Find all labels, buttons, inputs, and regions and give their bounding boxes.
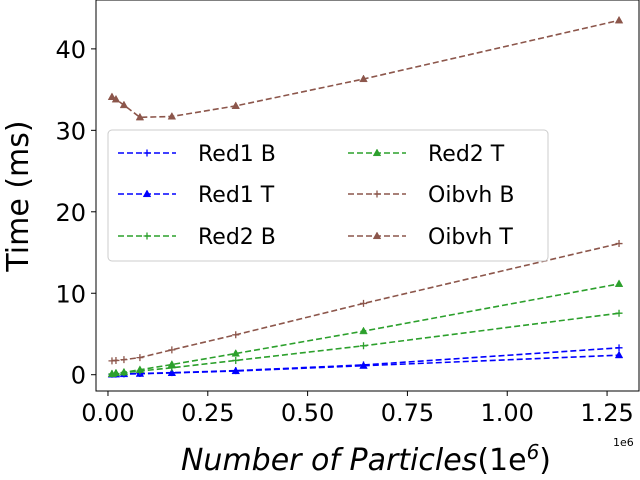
legend-entry-oibvh-b: Oibvh B [348,183,514,208]
data-point-red1-t [231,366,240,375]
data-point-oibvh-t [107,92,117,100]
x-offset-label: 1e6 [613,436,634,449]
data-point-red2-b [360,342,368,350]
data-point-red2-t [359,326,368,335]
series-line-oibvh-t [111,19,620,119]
legend-marker [373,190,381,198]
y-tick-label: 0 [71,362,86,390]
y-tick-label: 30 [55,117,86,145]
data-point-oibvh-t [111,94,121,103]
data-point-red1-t [167,368,177,376]
data-point-oibvh-t [231,101,240,109]
x-tick-label: 0.75 [381,399,434,427]
data-point-oibvh-b [168,346,176,354]
data-point-oibvh-t [614,15,624,24]
y-axis-title: Time (ms) [1,120,36,272]
x-tick-label: 0.00 [81,399,134,427]
data-point-oibvh-b [232,331,240,339]
data-point-red1-t [359,361,368,369]
data-point-red2-b [232,356,240,364]
legend-label: Oibvh T [428,225,513,250]
y-tick-label: 20 [55,199,86,227]
y-tick-label: 10 [55,280,86,308]
x-tick-label: 1.25 [580,399,633,427]
data-point-red2-t [231,349,240,357]
legend-label: Red1 T [198,183,275,208]
legend-frame [107,129,549,262]
x-tick-label: 0.25 [181,399,234,427]
legend-entry-oibvh-t: Oibvh T [348,225,513,250]
data-point-red2-t [614,279,624,287]
legend-marker [372,231,382,240]
data-point-red2-t [111,368,121,377]
data-point-oibvh-t [359,74,368,83]
legend-marker [142,189,152,198]
legend-entry-red2-t: Red2 T [348,142,505,167]
plot-frame [95,0,640,392]
data-point-red2-t [135,365,145,373]
data-point-oibvh-b [615,240,623,248]
data-point-oibvh-t [167,111,177,120]
data-point-red2-b [615,309,623,317]
legend-label: Red2 T [428,142,505,167]
data-point-red2-t [119,367,129,376]
data-point-red1-t [614,350,624,359]
legend-marker [372,148,382,157]
data-point-red1-b [615,344,623,352]
data-point-oibvh-t [135,112,145,121]
data-point-oibvh-b [136,354,144,362]
legend-marker [143,232,151,240]
data-point-oibvh-b [120,356,128,364]
legend: Red1 B Red1 T Red2 B Red2 T Oibvh B Oibvh T [107,129,549,262]
legend-label: Oibvh B [428,183,514,208]
legend-entry-red1-b: Red1 B [118,142,276,167]
legend-label: Red1 B [198,142,276,167]
legend-entry-red2-b: Red2 B [118,225,276,250]
data-point-oibvh-t [119,100,129,109]
legend-label: Red2 B [198,225,276,250]
series-line-red2-t [111,283,620,375]
x-axis-title: Number of Particles(1e6) [181,440,551,478]
x-tick-label: 1.00 [481,399,534,427]
data-point-red2-t [167,360,177,368]
data-point-oibvh-b [360,299,368,307]
legend-entry-red1-t: Red1 T [118,183,275,208]
x-tick-label: 0.50 [281,399,334,427]
y-tick-label: 40 [55,36,86,64]
data-point-oibvh-b [112,356,120,364]
legend-marker [143,149,151,157]
